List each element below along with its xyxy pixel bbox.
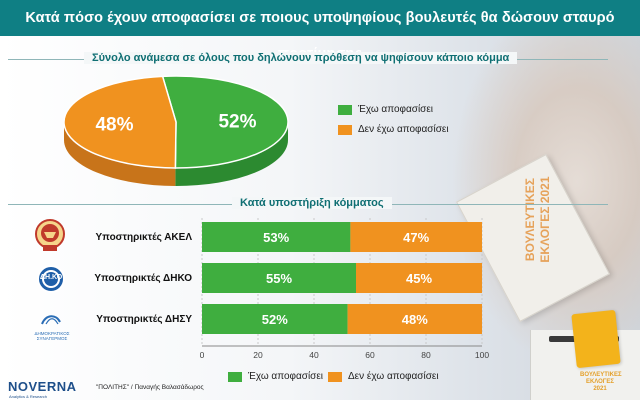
bar-category-label-disy: Υποστηρικτές ΔΗΣΥ bbox=[96, 314, 192, 325]
pie-chart: 52% 48% bbox=[63, 75, 289, 186]
stacked-bar-chart: 0 20 40 60 80 100 53% 47% 55% 45% 52% 48% bbox=[200, 218, 489, 360]
bar-category-label-diko: Υποστηρικτές ΔΗΚΟ bbox=[94, 273, 192, 284]
bar-value-label-0-1: 47% bbox=[403, 230, 429, 245]
disy-logo-text: ΔΗΜΟΚΡΑΤΙΚΟΣ ΣΥΝΑΓΕΡΜΟΣ bbox=[34, 331, 70, 341]
ballot-box-badge bbox=[571, 309, 621, 369]
pie-slice-label-0: 52% bbox=[218, 112, 256, 133]
legend-swatch-orange bbox=[338, 124, 352, 135]
bar-segment-2-1 bbox=[347, 304, 482, 334]
ballot-box-badge-text: ΒΟΥΛΕΥΤΙΚΕΣ ΕΚΛΟΓΕΣ 2021 bbox=[580, 372, 622, 392]
bar-legend-undecided: Δεν έχω αποφασίσει bbox=[328, 371, 439, 382]
bar-segment-0-1 bbox=[350, 222, 482, 252]
legend-label-undecided: Δεν έχω αποφασίσει bbox=[358, 124, 449, 135]
pie-legend-undecided: Δεν έχω αποφασίσει bbox=[338, 124, 449, 135]
bar-value-label-0-0: 53% bbox=[263, 230, 289, 245]
bar-value-label-1-0: 55% bbox=[266, 271, 292, 286]
x-tick-label-0: 0 bbox=[200, 350, 205, 360]
bar-segment-1-0 bbox=[202, 263, 356, 293]
akel-logo bbox=[34, 218, 66, 257]
legend-swatch-green bbox=[338, 104, 352, 115]
pie-slice-label-1: 48% bbox=[95, 114, 133, 135]
bar-legend-decided: Έχω αποφασίσει bbox=[228, 371, 323, 382]
ballot-text: ΒΟΥΛΕΥΤΙΚΕΣ ΕΚΛΟΓΕΣ 2021 bbox=[522, 176, 552, 263]
pie-section-title: Σύνολο ανάμεσα σε όλους που δηλώνουν πρό… bbox=[84, 52, 518, 64]
footer-credit: "ΠΟΛΙΤΗΣ" / Παναγής Βαλασάδωρος bbox=[96, 384, 204, 391]
x-tick-label-3: 60 bbox=[365, 350, 375, 360]
bar-legend-swatch-orange bbox=[328, 371, 342, 382]
bar-legend-swatch-green bbox=[228, 371, 242, 382]
pie-legend-decided: Έχω αποφασίσει bbox=[338, 104, 433, 115]
pie-slice-side-0 bbox=[175, 122, 288, 186]
legend-label-decided: Έχω αποφασίσει bbox=[358, 104, 434, 115]
pie-slice-1 bbox=[63, 75, 177, 169]
x-tick-label-1: 20 bbox=[253, 350, 263, 360]
pie-slice-0 bbox=[161, 75, 289, 169]
bar-category-label-akel: Υποστηρικτές ΑΚΕΛ bbox=[95, 232, 192, 243]
noverna-logo: NOVERNA bbox=[8, 379, 77, 394]
bar-value-label-2-0: 52% bbox=[262, 312, 288, 327]
bar-legend-label-undecided: Δεν έχω αποφασίσει bbox=[348, 371, 439, 382]
x-tick-label-4: 80 bbox=[421, 350, 431, 360]
bar-segment-2-0 bbox=[202, 304, 348, 334]
diko-logo-text: ΔΗ.ΚΟ bbox=[40, 274, 63, 281]
bar-value-label-2-1: 48% bbox=[402, 312, 428, 327]
x-tick-label-2: 40 bbox=[309, 350, 319, 360]
disy-logo: ΔΗΜΟΚΡΑΤΙΚΟΣ ΣΥΝΑΓΕΡΜΟΣ bbox=[22, 312, 82, 341]
bar-section-title: Κατά υποστήριξη κόμματος bbox=[232, 197, 392, 209]
bar-segment-0-0 bbox=[202, 222, 351, 252]
bar-value-label-1-1: 45% bbox=[406, 271, 432, 286]
bar-segment-1-1 bbox=[356, 263, 482, 293]
pie-slice-side-1 bbox=[64, 122, 176, 186]
x-tick-label-5: 100 bbox=[475, 350, 489, 360]
bar-legend-label-decided: Έχω αποφασίσει bbox=[248, 371, 324, 382]
diko-logo: ΔΗ.ΚΟ bbox=[36, 264, 66, 299]
chart-title: Κατά πόσο έχουν αποφασίσει σε ποιους υπο… bbox=[0, 0, 640, 62]
noverna-logo-subtitle: Analytics & Research bbox=[9, 394, 48, 399]
